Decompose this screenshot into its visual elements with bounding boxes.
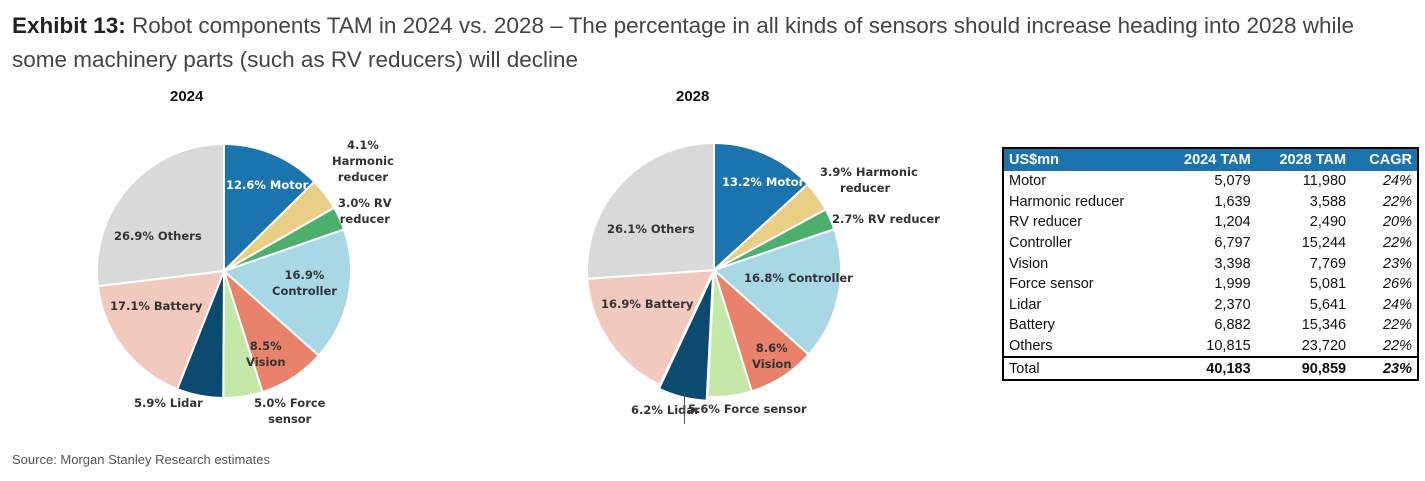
table-row: Controller 6,797 15,244 22% [1003, 233, 1418, 254]
slice-label: 3.9% Harmonic reducer [820, 165, 918, 195]
slice-label: 16.9% Controller [272, 268, 337, 298]
pie-slice-battery [96, 269, 226, 391]
tam-table: US$mn 2024 TAM 2028 TAM CAGR Motor 5,079 1… [1002, 147, 1419, 381]
pie-slice-controller [712, 227, 842, 356]
slice-label: 16.9% Battery [601, 297, 694, 311]
table-row: Others 10,815 23,720 22% [1003, 336, 1418, 358]
table-cell: 23,720 [1301, 338, 1347, 355]
table-header-row: US$mn 2024 TAM 2028 TAM CAGR [1003, 148, 1418, 171]
pie-slice-controller [222, 228, 352, 357]
table-cell: 3,588 [1309, 193, 1347, 210]
slice-label: 16.8% Controller [744, 271, 853, 285]
pie-slice-motor [713, 141, 810, 273]
slice-label: 5.9% Lidar [134, 396, 203, 410]
slice-label: 12.6% Motor [226, 178, 309, 192]
table-cell: 7,769 [1309, 255, 1347, 272]
table-cell: 15,244 [1301, 235, 1347, 252]
pie-chart-2024 [96, 142, 352, 400]
slice-label: 26.1% Others [607, 222, 695, 236]
exhibit-label: Exhibit 13: [12, 13, 126, 38]
table-cell: 1,639 [1214, 193, 1251, 210]
slice-label: 4.1% Harmonic reducer [332, 138, 394, 184]
table-cell: 5,079 [1214, 173, 1251, 190]
table-cell: 20% [1382, 214, 1412, 231]
table-header: CAGR [1351, 148, 1418, 171]
pie-slice-others [586, 141, 715, 280]
slice-label: 5.6% Force sensor [688, 402, 807, 416]
chart-title-2028: 2028 [676, 88, 710, 105]
table-cell: 22% [1382, 235, 1412, 252]
table-cell: 23% [1351, 356, 1418, 380]
slice-label: 17.1% Battery [110, 299, 203, 313]
table-cell: 23% [1382, 255, 1412, 272]
table-cell: 2,370 [1214, 296, 1251, 313]
table-row: Vision 3,398 7,769 23% [1003, 253, 1418, 274]
exhibit-header: Exhibit 13: Robot components TAM in 2024… [12, 9, 1412, 77]
table-cell: 1,999 [1214, 276, 1251, 293]
table-cell: 22% [1382, 317, 1412, 334]
table-cell: Motor [1009, 173, 1047, 190]
table-total-row: Total 40,183 90,859 23% [1003, 356, 1418, 380]
table-cell: 1,204 [1214, 214, 1251, 231]
table-row: Lidar 2,370 5,641 24% [1003, 295, 1418, 316]
table-cell: Lidar [1009, 296, 1042, 313]
exhibit-title: Robot components TAM in 2024 vs. 2028 – … [12, 13, 1355, 72]
table-cell: 3,398 [1214, 255, 1251, 272]
table-cell: 90,859 [1255, 356, 1352, 380]
table-cell: Harmonic reducer [1009, 193, 1125, 210]
table-cell: Total [1003, 356, 1161, 380]
table-cell: Battery [1009, 317, 1055, 334]
table-row: Harmonic reducer 1,639 3,588 22% [1003, 192, 1418, 213]
table-cell: Controller [1009, 235, 1072, 252]
table-cell: 10,815 [1206, 338, 1251, 355]
table-cell: 22% [1382, 193, 1412, 210]
table-cell: 2,490 [1309, 214, 1347, 231]
table-row: Motor 5,079 11,980 24% [1003, 171, 1418, 192]
table-row: RV reducer 1,204 2,490 20% [1003, 212, 1418, 233]
pie-slice-others [96, 142, 225, 288]
chart-title-2024: 2024 [170, 88, 204, 105]
table-cell: 5,081 [1309, 276, 1347, 293]
table-cell: 11,980 [1302, 173, 1347, 190]
slice-label: 26.9% Others [114, 229, 202, 243]
table-header: 2024 TAM [1160, 148, 1256, 171]
table-cell: 24% [1382, 296, 1412, 313]
table-cell: 26% [1382, 276, 1412, 293]
pie-2024-svg [96, 142, 352, 400]
table-cell: 15,346 [1301, 317, 1347, 334]
table-cell: Others [1009, 338, 1053, 355]
table-cell: 40,183 [1160, 356, 1256, 380]
slice-label: 8.6% Vision [752, 341, 792, 371]
slice-label: 3.0% RV reducer [338, 196, 392, 226]
slice-label: 8.5% Vision [246, 339, 286, 369]
table-cell: Vision [1009, 255, 1049, 272]
pie-2028-svg [586, 141, 842, 402]
table-cell: RV reducer [1009, 214, 1083, 231]
pie-slice-battery [586, 268, 716, 387]
pie-slice-motor [223, 142, 316, 274]
leader-line [684, 392, 685, 424]
table-cell: 5,641 [1309, 296, 1347, 313]
slice-label: 13.2% Motor [722, 175, 805, 189]
source-note: Source: Morgan Stanley Research estimate… [12, 452, 270, 467]
table-cell: 24% [1382, 173, 1412, 190]
slice-label: 2.7% RV reducer [832, 212, 940, 226]
table-row: Force sensor 1,999 5,081 26% [1003, 274, 1418, 295]
slice-label: 5.0% Force sensor [254, 396, 326, 426]
slice-label: 6.2% Lidar [631, 403, 700, 417]
table-cell: 6,882 [1214, 317, 1251, 334]
table-header: US$mn [1003, 148, 1161, 171]
pie-slice-lidar [657, 273, 715, 402]
table-row: Battery 6,882 15,346 22% [1003, 315, 1418, 336]
table-cell: 6,797 [1214, 235, 1251, 252]
table-cell: 22% [1382, 338, 1412, 355]
table-cell: Force sensor [1009, 276, 1094, 293]
pie-chart-2028 [586, 141, 842, 402]
table-header: 2028 TAM [1255, 148, 1352, 171]
